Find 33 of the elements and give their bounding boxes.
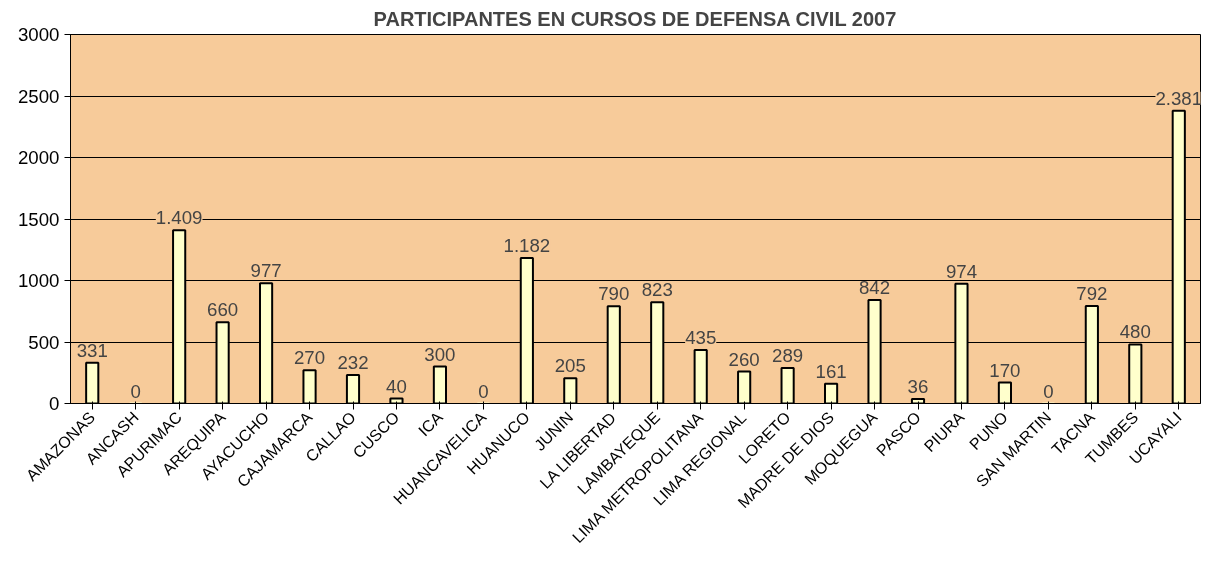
data-label: 435 [685,326,717,348]
data-label: 977 [250,260,282,282]
data-label: 260 [728,348,760,370]
data-label: 0 [130,380,141,402]
data-label: 790 [598,283,630,305]
data-label: 823 [641,279,673,301]
data-label: 36 [907,376,929,398]
y-tick-label: 2000 [18,147,60,168]
y-tick-label: 1500 [18,208,60,230]
data-label: 974 [945,260,978,282]
data-label: 161 [815,360,847,382]
data-label: 1.182 [503,235,551,257]
data-label: 289 [772,344,804,366]
data-label: 170 [989,359,1021,381]
data-label: 1.409 [155,207,203,229]
data-label: 300 [424,343,456,365]
data-label: 480 [1119,321,1151,343]
data-label: 842 [858,276,891,298]
data-label: 0 [478,380,489,402]
y-tick-label: 500 [28,331,60,353]
data-label: 270 [293,347,326,369]
data-label: 331 [76,339,108,361]
y-tick-label: 0 [49,393,60,414]
y-tick-label: 1000 [18,270,60,291]
y-tick-label: 3000 [18,24,60,45]
data-label: 205 [554,355,586,377]
data-label: 232 [337,351,369,373]
chart-title: PARTICIPANTES EN CURSOS DE DEFENSA CIVIL 2007 [373,7,897,30]
y-tick-label: 2500 [18,85,60,107]
data-label: 40 [386,375,407,397]
data-label: 792 [1076,283,1108,305]
data-label: 0 [1043,380,1054,402]
data-label: 660 [207,299,239,321]
